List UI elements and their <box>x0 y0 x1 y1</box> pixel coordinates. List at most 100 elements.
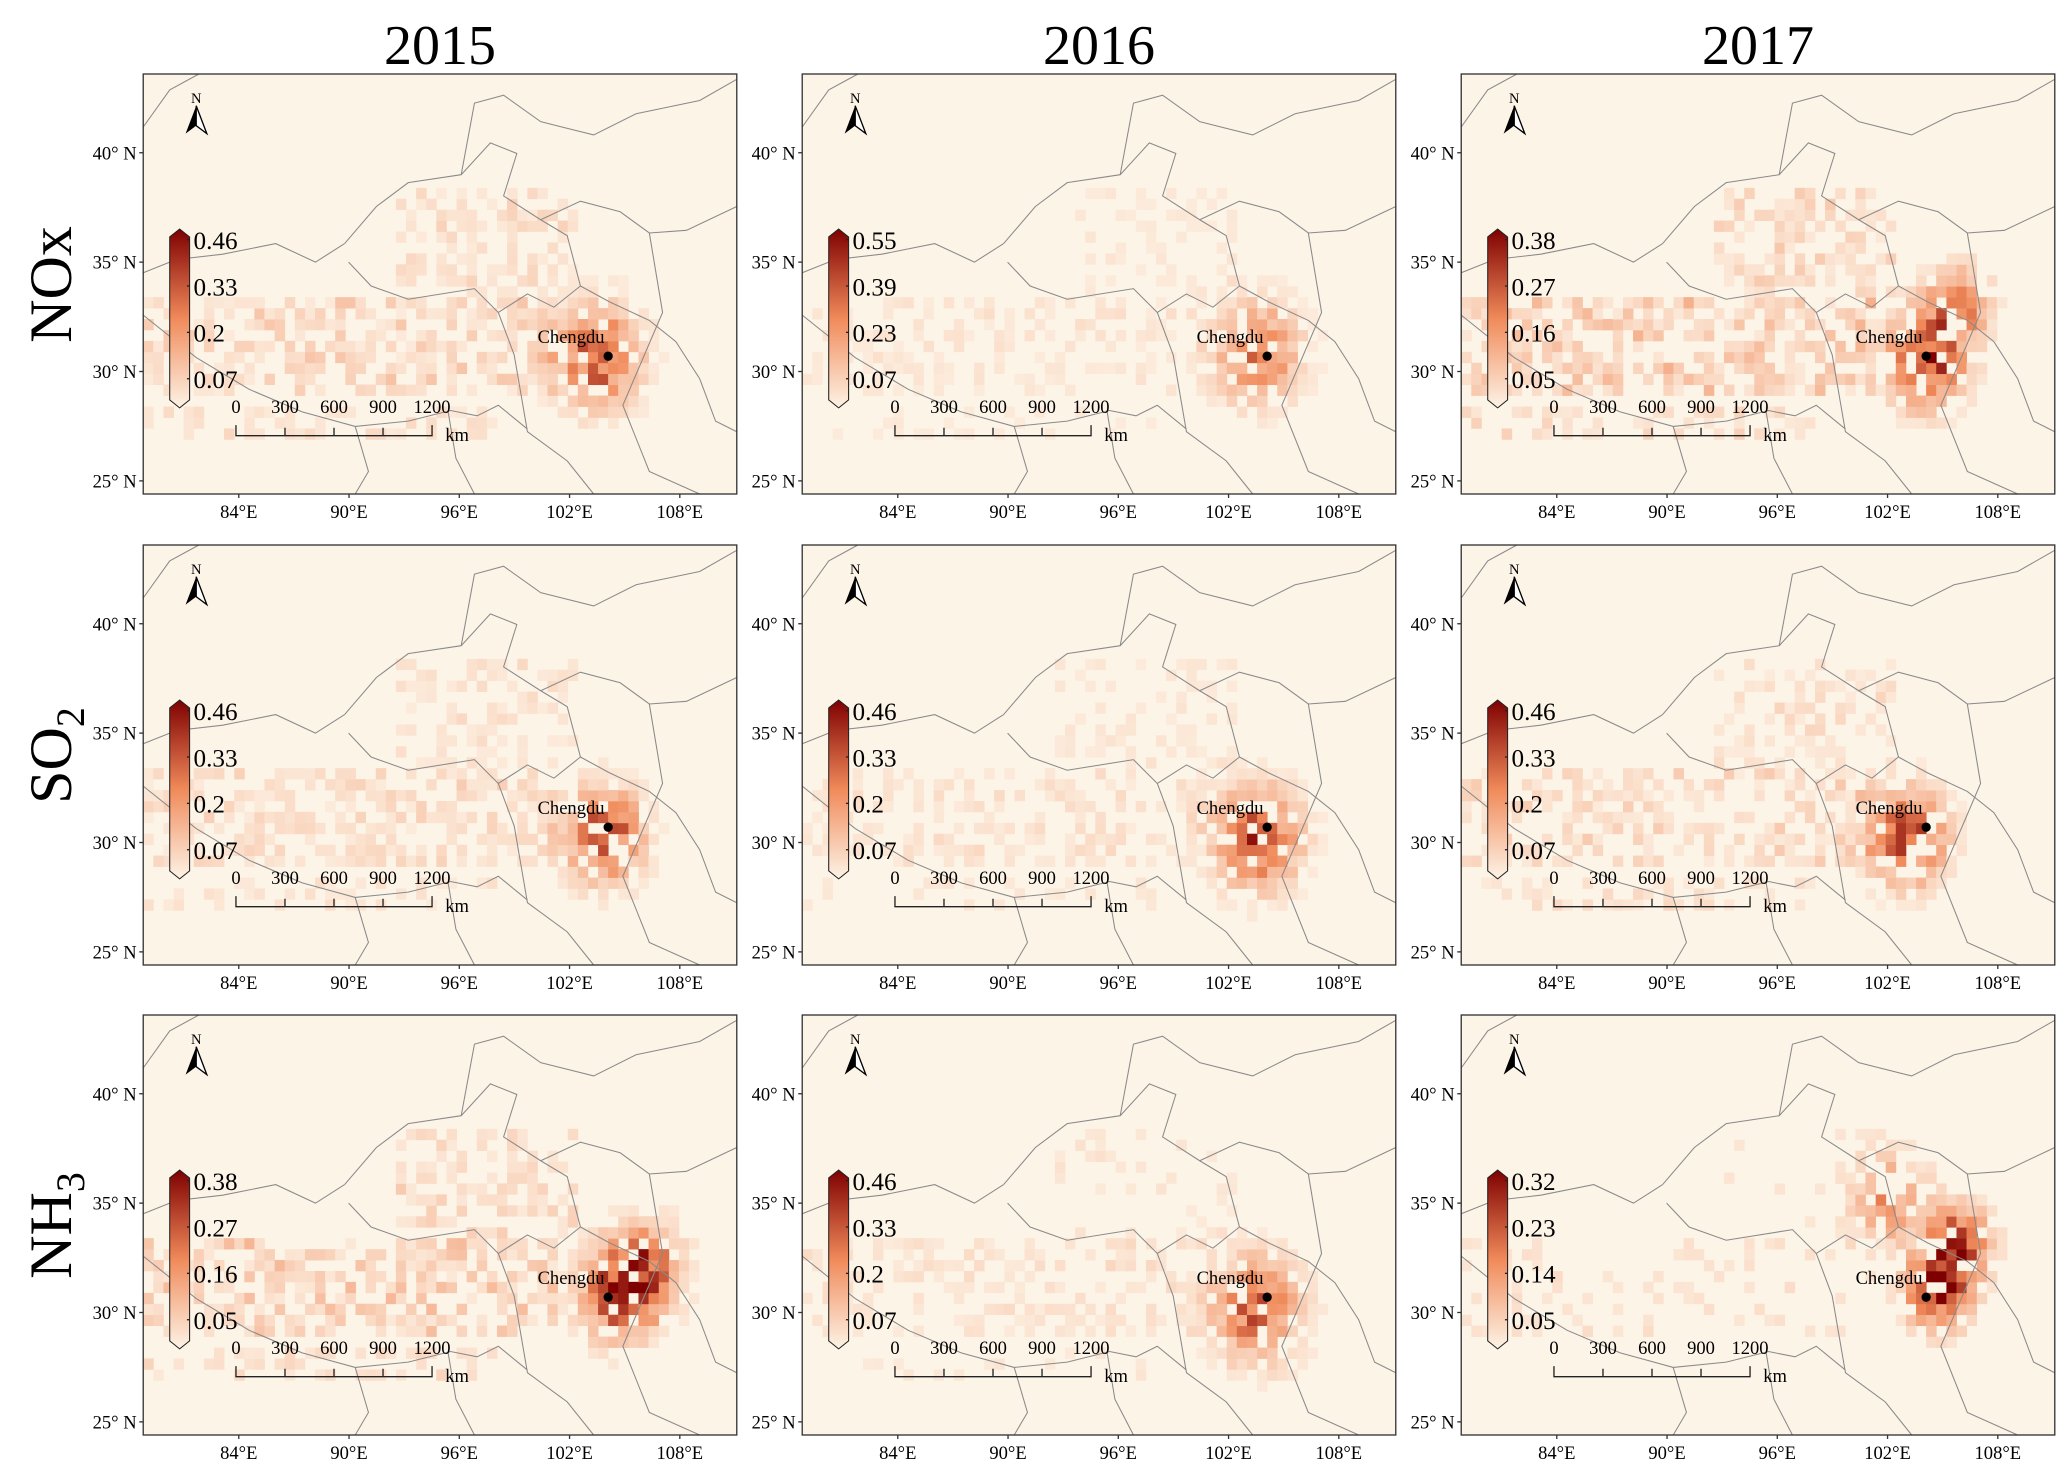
heat-cell <box>476 428 488 440</box>
heat-cell <box>426 680 437 693</box>
heat-cell <box>1885 384 1897 396</box>
heat-cell <box>193 362 205 375</box>
heat-cell <box>1673 1281 1684 1294</box>
heat-cell <box>1693 1249 1705 1261</box>
heat-cell <box>1976 1238 1988 1250</box>
heat-cell <box>1135 187 1147 200</box>
heat-cell <box>1814 757 1826 769</box>
heat-cell <box>688 1259 700 1272</box>
heat-cell <box>1774 231 1786 243</box>
heat-cell <box>213 768 225 780</box>
heat-cell <box>1865 373 1876 386</box>
heat-cell <box>1804 384 1816 396</box>
heat-cell <box>822 822 833 835</box>
heat-cell <box>883 1238 894 1250</box>
heat-cell <box>1471 855 1482 867</box>
scale-bar-label: 600 <box>979 397 1007 418</box>
heat-cell <box>486 844 498 857</box>
heat-cell <box>213 384 225 396</box>
heat-cell <box>1307 844 1319 857</box>
heat-cell <box>446 702 457 714</box>
heat-cell <box>1814 253 1826 265</box>
heat-cell <box>1135 1128 1147 1141</box>
map-panel-nox-2016: 40° N 35° N 30° N 25° N 84°E 90°E 96°E 102°E 108… <box>752 73 1397 523</box>
border-line <box>1672 1367 1688 1436</box>
heat-cell <box>1166 384 1177 396</box>
heat-cell <box>1825 373 1836 386</box>
heat-cell <box>1825 297 1836 309</box>
heat-cell <box>1703 833 1715 846</box>
heat-cell <box>1085 680 1096 693</box>
heat-cell <box>1784 318 1796 331</box>
heat-cell <box>1916 297 1927 309</box>
heat-cell <box>355 1259 366 1272</box>
heat-cell <box>426 1281 437 1294</box>
heat-cell <box>1592 768 1604 780</box>
heat-cell <box>426 1303 437 1316</box>
heat-cell <box>1481 373 1492 386</box>
heat-cell <box>244 417 255 429</box>
heat-cell <box>628 340 639 353</box>
lat-label: 40° N <box>752 1084 796 1105</box>
heat-cell <box>618 866 629 878</box>
heat-cell <box>1895 384 1907 396</box>
heat-cell <box>618 318 629 331</box>
heat-cell <box>385 1347 397 1359</box>
heat-cell <box>517 702 528 714</box>
heat-cell <box>1531 297 1543 309</box>
heat-cell <box>1895 1205 1907 1217</box>
heat-cell <box>1784 855 1796 867</box>
heat-cell <box>1653 811 1664 824</box>
heat-cell <box>923 428 934 440</box>
heat-cell <box>1085 1325 1096 1337</box>
heat-cell <box>476 1128 488 1141</box>
heat-cell <box>1916 1227 1927 1239</box>
heat-cell <box>1511 340 1523 353</box>
heat-cell <box>1794 428 1806 440</box>
scale-bar-label: 900 <box>1028 1338 1056 1359</box>
heat-cell <box>1754 373 1765 386</box>
heat-cell <box>1764 713 1775 725</box>
heat-cell <box>1946 286 1957 298</box>
heat-cell <box>1085 855 1096 867</box>
heat-cell <box>517 297 528 309</box>
heat-cell <box>1461 373 1472 386</box>
heat-cell <box>1804 724 1816 736</box>
heat-cell <box>913 318 924 331</box>
heat-cell <box>395 1292 407 1305</box>
heat-cell <box>1602 384 1614 396</box>
map-svg: 40° N35° N30° N25° N84°E 90°E 96°E 102°E 108… <box>93 1014 738 1464</box>
heat-cell <box>872 1249 884 1261</box>
heat-cell <box>1804 877 1816 889</box>
heat-cell <box>648 1270 660 1283</box>
heat-cell <box>1521 1314 1533 1327</box>
heat-cell <box>1257 373 1268 386</box>
scale-bar-label: 600 <box>320 1338 348 1359</box>
heat-cell <box>486 1194 498 1206</box>
heat-cell <box>1804 669 1816 682</box>
heat-cell <box>678 1238 690 1250</box>
heat-cell <box>1804 318 1816 331</box>
heat-cell <box>1277 822 1288 835</box>
heat-cell <box>1572 384 1583 396</box>
heat-cell <box>1105 1238 1116 1250</box>
heat-cell <box>1703 1303 1715 1316</box>
heat-cell <box>618 395 629 407</box>
heat-cell <box>577 1314 589 1327</box>
heat-cell <box>1643 318 1654 331</box>
heat-cell <box>1734 406 1745 418</box>
heat-cell <box>234 800 245 813</box>
lon-label: 96°E <box>441 1443 478 1464</box>
heat-cell <box>1885 822 1897 835</box>
heat-cell <box>1004 308 1015 320</box>
heat-cell <box>355 1303 366 1316</box>
north-arrow-left <box>185 576 197 605</box>
heat-cell <box>1226 275 1238 287</box>
heat-cell <box>1105 680 1116 693</box>
heat-cell <box>1754 877 1765 889</box>
heat-cell <box>466 286 478 298</box>
heat-cell <box>668 1303 680 1316</box>
heat-cell <box>1095 1347 1106 1359</box>
heat-cell <box>1226 702 1238 714</box>
heat-cell <box>1196 822 1207 835</box>
